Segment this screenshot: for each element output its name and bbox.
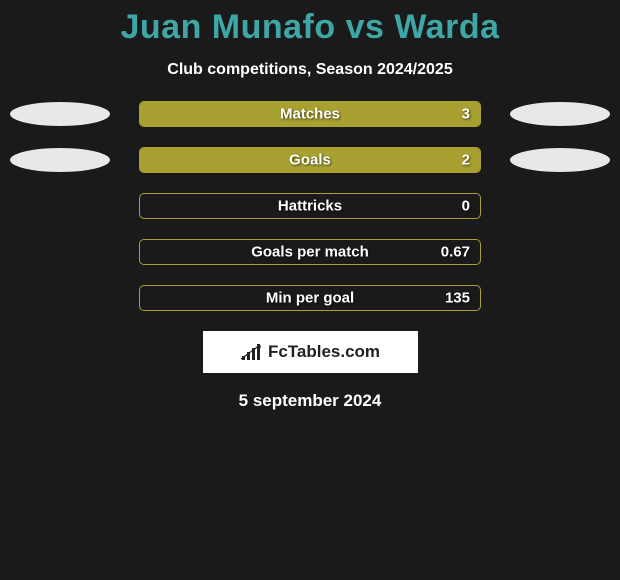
stat-row: Goals 2 — [0, 147, 620, 173]
stat-label: Matches — [280, 106, 340, 123]
player-right-ellipse — [510, 148, 610, 172]
stat-bar: Goals per match 0.67 — [139, 239, 481, 265]
page-title: Juan Munafo vs Warda — [120, 8, 499, 47]
player-left-ellipse — [10, 148, 110, 172]
stats-rows: Matches 3 Goals 2 Hattricks 0 Goals per match 0… — [0, 101, 620, 311]
stat-row: Goals per match 0.67 — [0, 239, 620, 265]
date-text: 5 september 2024 — [239, 391, 382, 411]
stat-bar: Matches 3 — [139, 101, 481, 127]
stat-label: Hattricks — [278, 198, 342, 215]
stat-row: Matches 3 — [0, 101, 620, 127]
stat-value: 2 — [462, 152, 470, 169]
stat-value: 0.67 — [441, 244, 470, 261]
stat-label: Goals per match — [251, 244, 369, 261]
subtitle: Club competitions, Season 2024/2025 — [167, 61, 452, 79]
stat-row: Min per goal 135 — [0, 285, 620, 311]
player-left-ellipse — [10, 102, 110, 126]
stat-value: 135 — [445, 290, 470, 307]
logo-text: FcTables.com — [268, 342, 380, 362]
stat-row: Hattricks 0 — [0, 193, 620, 219]
stat-bar: Hattricks 0 — [139, 193, 481, 219]
fctables-logo[interactable]: FcTables.com — [203, 331, 418, 373]
player-right-ellipse — [510, 102, 610, 126]
stat-bar: Goals 2 — [139, 147, 481, 173]
comparison-card: Juan Munafo vs Warda Club competitions, … — [0, 0, 620, 580]
stat-label: Min per goal — [266, 290, 354, 307]
stat-label: Goals — [289, 152, 331, 169]
stat-value: 3 — [462, 106, 470, 123]
stat-bar: Min per goal 135 — [139, 285, 481, 311]
bars-arrow-icon — [240, 342, 264, 362]
stat-value: 0 — [462, 198, 470, 215]
